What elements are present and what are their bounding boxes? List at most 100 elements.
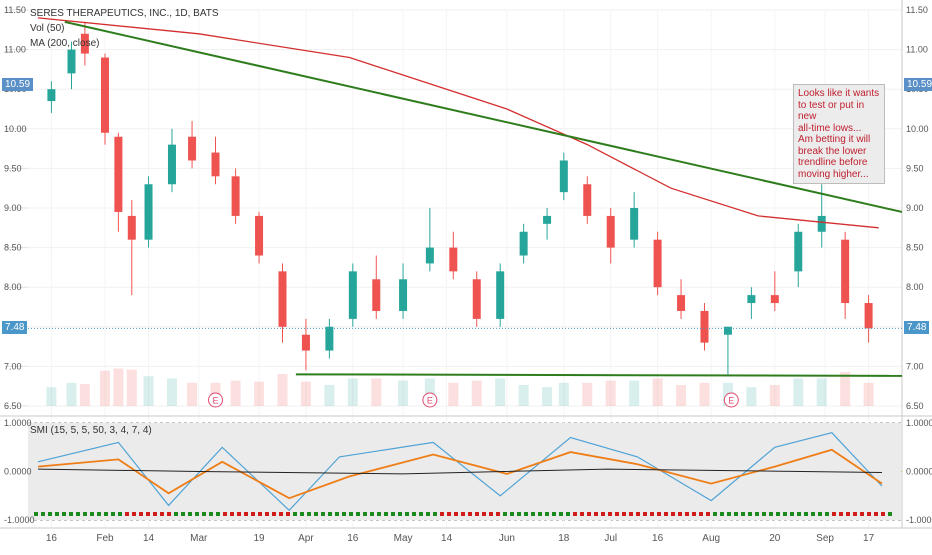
smi-signal-square <box>237 512 241 516</box>
volume-bar <box>424 378 435 406</box>
smi-tick-label-left: 1.0000 <box>4 418 32 428</box>
candle-body <box>144 184 153 240</box>
volume-bar <box>277 374 288 406</box>
smi-signal-square <box>881 512 885 516</box>
price-tick-label-left: 9.50 <box>4 163 22 173</box>
volume-bar <box>113 368 124 406</box>
smi-signal-square <box>699 512 703 516</box>
candle-body <box>255 215 264 256</box>
smi-signal-square <box>41 512 45 516</box>
ma-legend[interactable]: MA (200, close) <box>30 38 100 49</box>
ma-200-line <box>37 17 879 229</box>
smi-legend[interactable]: SMI (15, 5, 5, 50, 3, 4, 7, 4) <box>30 425 152 436</box>
smi-signal-square <box>167 512 171 516</box>
smi-signal-square <box>853 512 857 516</box>
smi-signal-square <box>713 512 717 516</box>
smi-signal-square <box>720 512 724 516</box>
candles[interactable] <box>47 21 873 375</box>
smi-signal-square <box>76 512 80 516</box>
earnings-marker[interactable] <box>723 392 739 408</box>
smi-signal-square <box>545 512 549 516</box>
candle-body <box>606 215 615 248</box>
earnings-marker[interactable] <box>422 392 438 408</box>
smi-signal-square <box>741 512 745 516</box>
price-tick-label-left: 9.00 <box>4 203 22 213</box>
smi-signal-square <box>97 512 101 516</box>
candle-body <box>747 295 756 304</box>
candle-body <box>583 184 592 216</box>
candle-body <box>301 334 310 351</box>
volume-legend[interactable]: Vol (50) <box>30 23 65 34</box>
symbol-title[interactable]: SERES THERAPEUTICS, INC., 1D, BATS <box>30 8 219 19</box>
smi-signal-square <box>181 512 185 516</box>
smi-tick-label-left: -1.0000 <box>4 515 35 525</box>
smi-signal-square <box>174 512 178 516</box>
time-tick-label: Sep <box>816 533 834 544</box>
smi-signal-square <box>230 512 234 516</box>
smi-signal-square <box>433 512 437 516</box>
smi-signal-square <box>643 512 647 516</box>
volume-bar <box>143 376 154 406</box>
note-line: Am betting it will <box>798 134 871 145</box>
time-tick-label: 14 <box>441 533 453 544</box>
price-tick-label: 6.50 <box>906 401 924 411</box>
smi-signal-square <box>90 512 94 516</box>
volume-bar <box>652 378 663 406</box>
note-line: all-time lows... <box>798 122 862 134</box>
last-price-tag-right: 7.48 <box>904 321 930 334</box>
annotation-note[interactable]: Looks like it wants to test or put in ne… <box>793 84 885 184</box>
smi-signal-square <box>559 512 563 516</box>
smi-signal-square <box>608 512 612 516</box>
smi-signal-square <box>132 512 136 516</box>
volume-bar <box>518 385 529 406</box>
smi-signal-square <box>153 512 157 516</box>
note-line: moving higher... <box>798 168 869 180</box>
smi-signal-square <box>874 512 878 516</box>
smi-signal-square <box>860 512 864 516</box>
time-tick-label: Jun <box>499 533 515 544</box>
smi-signal-square <box>244 512 248 516</box>
smi-signal-square <box>258 512 262 516</box>
smi-signal-square <box>356 512 360 516</box>
smi-signal-square <box>398 512 402 516</box>
smi-signal-square <box>111 512 115 516</box>
smi-signal-square <box>83 512 87 516</box>
volume-bar <box>793 378 804 406</box>
note-line: trendline before <box>798 157 868 168</box>
time-tick-label: Feb <box>96 533 114 544</box>
time-tick-label: 16 <box>652 533 664 544</box>
earnings-marker[interactable] <box>208 392 224 408</box>
smi-signal-square <box>531 512 535 516</box>
overlays <box>28 17 903 377</box>
smi-signal-square <box>804 512 808 516</box>
volume-bar <box>66 382 77 406</box>
smi-signal-square <box>48 512 52 516</box>
price-tick-label: 11.00 <box>906 45 928 55</box>
volume-bar <box>629 380 640 406</box>
candle-body <box>817 215 826 232</box>
candle-body <box>80 33 89 54</box>
smi-signal-square <box>587 512 591 516</box>
candle-body <box>770 295 779 304</box>
volume-bars <box>46 368 874 406</box>
volume-bar <box>746 387 757 406</box>
price-tick-label: 7.00 <box>906 361 924 371</box>
trendline <box>295 373 903 377</box>
candle-body <box>114 136 123 212</box>
volume-bar <box>187 382 198 406</box>
smi-signal-square <box>209 512 213 516</box>
smi-signal-square <box>580 512 584 516</box>
smi-signal-square <box>34 512 38 516</box>
candle-body <box>188 136 197 161</box>
smi-signal-square <box>552 512 556 516</box>
volume-bar <box>495 378 506 406</box>
smi-signal-square <box>615 512 619 516</box>
candle-body <box>325 326 334 351</box>
smi-signal-square <box>475 512 479 516</box>
smi-series-line <box>37 468 883 475</box>
candle-body <box>543 215 552 224</box>
volume-bar <box>582 382 593 406</box>
price-tick-label-left: 11.50 <box>4 5 26 15</box>
